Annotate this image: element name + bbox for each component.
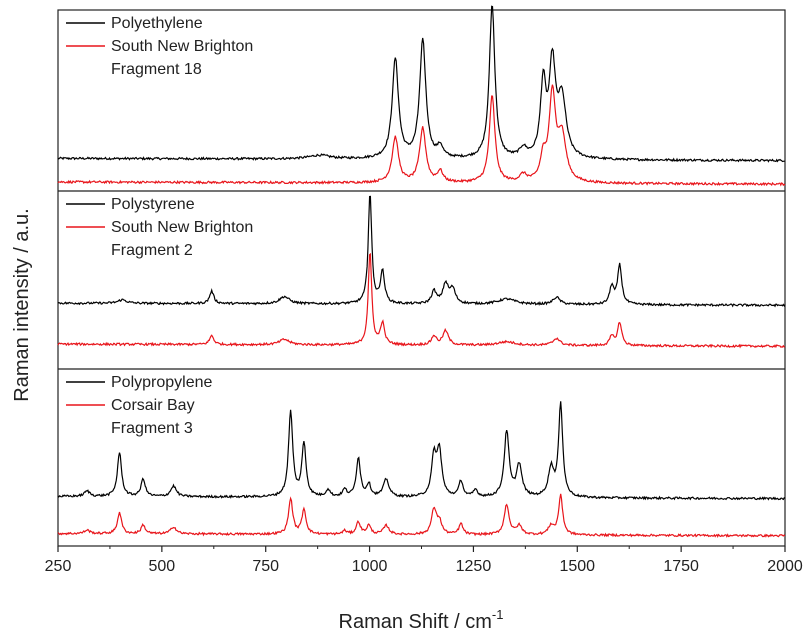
x-tick-label: 500 — [149, 558, 176, 575]
legend-label: Polystyrene — [111, 196, 195, 213]
y-axis-label: Raman intensity / a.u. — [11, 208, 33, 401]
x-tick-label: 2000 — [767, 558, 803, 575]
x-tick-label: 250 — [45, 558, 72, 575]
panel-frames — [57, 9, 786, 547]
series-line-panel1-reference — [57, 5, 785, 163]
legend-label: Polyethylene — [111, 15, 203, 32]
series-line-panel1-sample — [57, 84, 786, 187]
x-tick-label: 1750 — [663, 558, 699, 575]
legend-label: Polypropylene — [111, 374, 213, 391]
x-axis-label-superscript: -1 — [492, 607, 504, 622]
x-tick-label: 1250 — [456, 558, 492, 575]
series-line-panel2-sample — [57, 252, 786, 349]
x-tick-label: 1500 — [559, 558, 595, 575]
legend-label: Corsair Bay — [111, 397, 195, 414]
legend-label: South New Brighton — [111, 219, 253, 236]
plot-frame — [57, 9, 786, 547]
x-tick-label: 1000 — [352, 558, 388, 575]
series-line-panel3-reference — [57, 401, 786, 501]
legends: Polyethylene South New Brighton Fragment 1… — [66, 15, 253, 437]
x-tick-label: 750 — [252, 558, 279, 575]
x-axis: 250 500 750 1000 1250 1500 1750 2000 — [45, 546, 803, 575]
x-axis-label-text: Raman Shift / cm — [339, 611, 492, 633]
plot-series — [57, 5, 786, 539]
x-axis-label: Raman Shift / cm-1 — [339, 607, 504, 633]
legend-label: Fragment 3 — [111, 420, 193, 437]
series-line-panel2-reference — [57, 195, 786, 308]
series-line-panel3-sample — [57, 493, 786, 539]
legend-label: Fragment 2 — [111, 242, 193, 259]
legend-label: South New Brighton — [111, 38, 253, 55]
legend-label: Fragment 18 — [111, 61, 202, 78]
